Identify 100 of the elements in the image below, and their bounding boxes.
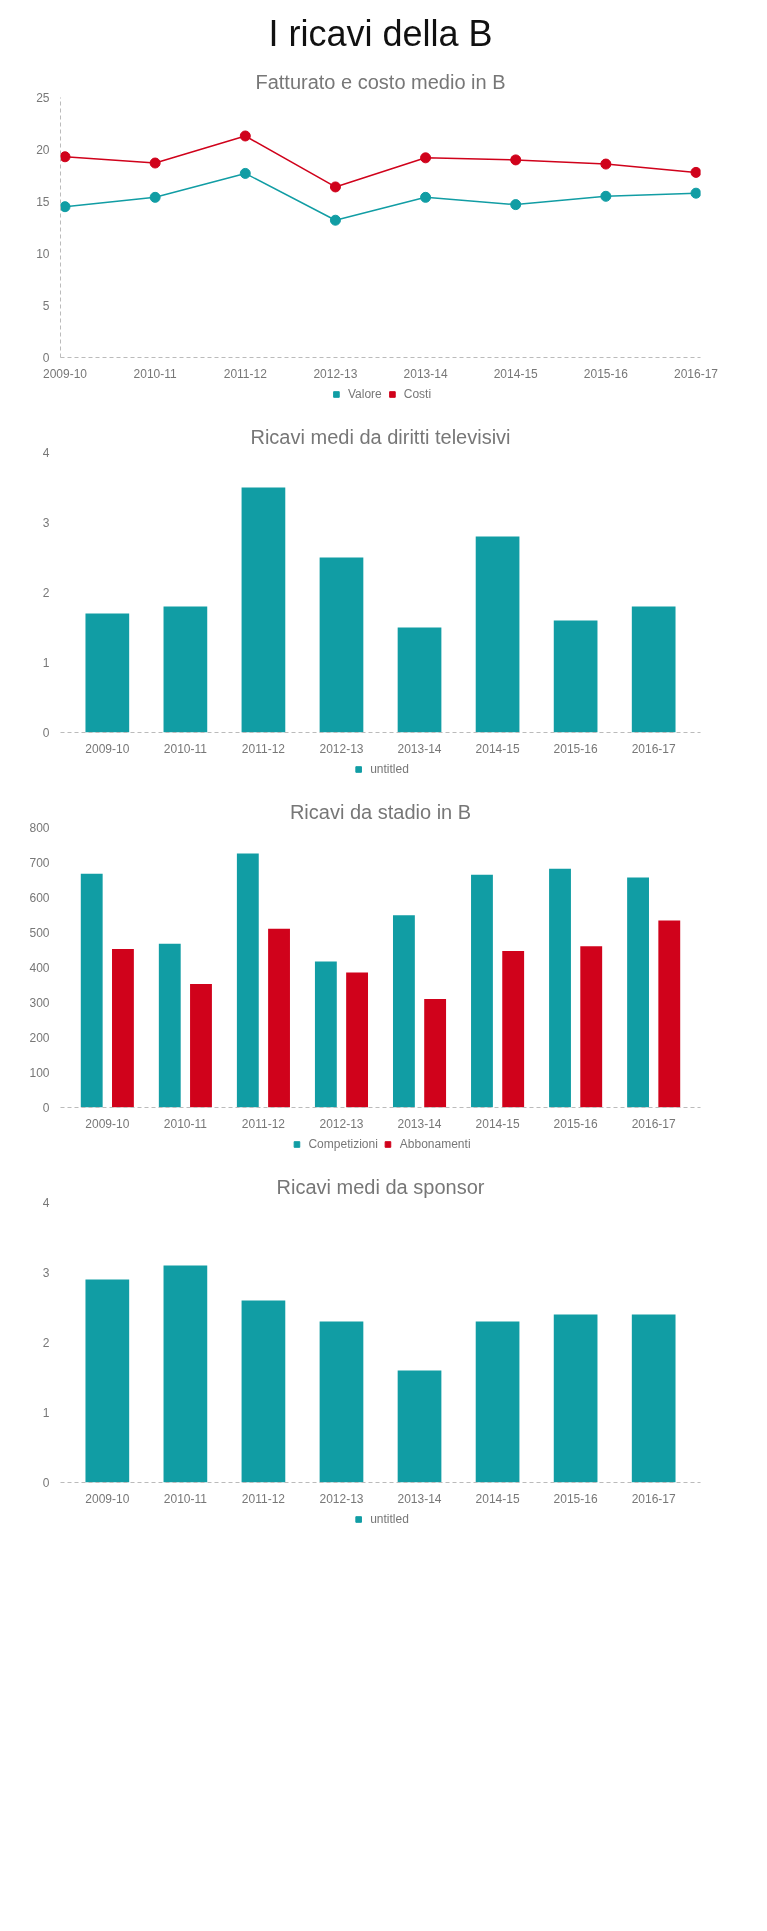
bar: [392, 915, 415, 1108]
bar: [631, 606, 676, 733]
bar: [268, 928, 290, 1108]
x-tick-label: 2014-15: [475, 1491, 520, 1506]
chart-title: Ricavi da stadio in B: [289, 800, 472, 823]
x-tick-label: 2011-12: [223, 366, 268, 381]
bar: [553, 620, 598, 733]
x-tick-label: 2010-11: [163, 741, 208, 756]
y-tick-label: 200: [29, 1031, 50, 1045]
bar: [627, 877, 649, 1108]
y-tick-label: 100: [29, 1066, 50, 1080]
x-tick-label: 2012-13: [319, 1116, 364, 1131]
y-tick-label: 800: [29, 821, 50, 835]
bar: [549, 868, 571, 1108]
bar: [158, 943, 181, 1108]
x-tick-label: 2009-10: [42, 366, 88, 381]
x-tick-label: 2016-17: [631, 1491, 677, 1506]
point: [600, 190, 612, 202]
x-tick-label: 2010-11: [133, 366, 178, 381]
y-tick-label: 10: [36, 247, 50, 261]
point: [329, 214, 341, 226]
x-tick-label: 2014-15: [475, 741, 520, 756]
y-tick-label: 0: [42, 1101, 50, 1115]
point: [690, 187, 701, 199]
x-tick-label: 2009-10: [85, 1116, 130, 1131]
x-tick-label: 2016-17: [673, 366, 719, 381]
x-tick-label: 2014-15: [493, 366, 539, 381]
bar: [319, 557, 364, 733]
x-tick-label: 2013-14: [403, 366, 448, 381]
point: [149, 191, 161, 203]
y-tick-label: 4: [42, 446, 50, 460]
bar: [112, 948, 134, 1108]
point: [60, 151, 71, 163]
bar: [236, 853, 259, 1108]
y-tick-label: 15: [36, 195, 50, 209]
point: [510, 199, 522, 211]
point: [690, 166, 701, 178]
y-tick-label: 3: [42, 1266, 50, 1280]
y-tick-label: 2: [42, 1336, 50, 1350]
point: [60, 201, 71, 213]
bar: [314, 961, 337, 1108]
x-tick-label: 2012-13: [319, 741, 364, 756]
x-tick-label: 2011-12: [241, 741, 286, 756]
bar: [424, 999, 447, 1108]
point: [329, 181, 341, 193]
bar: [85, 613, 130, 733]
bar: [163, 1265, 208, 1483]
y-tick-label: 3: [42, 516, 50, 530]
bar: [190, 983, 212, 1108]
x-tick-label: 2015-16: [553, 1491, 598, 1506]
legend-label: Valore: [347, 387, 382, 401]
point: [600, 158, 612, 170]
bar: [346, 972, 369, 1108]
bar: [85, 1279, 130, 1483]
bar: [502, 951, 525, 1108]
bar: [397, 1370, 442, 1483]
y-tick-label: 4: [42, 1196, 50, 1210]
x-tick-label: 2011-12: [241, 1491, 286, 1506]
chart-title: Ricavi medi da diritti televisivi: [250, 425, 511, 448]
bar: [397, 627, 442, 733]
x-tick-label: 2013-14: [397, 741, 442, 756]
x-tick-label: 2015-16: [583, 366, 629, 381]
x-tick-label: 2012-13: [313, 366, 358, 381]
x-tick-label: 2012-13: [319, 1491, 364, 1506]
point: [420, 152, 432, 164]
legend-label: untitled: [370, 1512, 409, 1526]
point: [239, 167, 251, 179]
x-tick-label: 2016-17: [631, 1116, 677, 1131]
bar: [580, 946, 603, 1108]
y-tick-label: 1: [42, 1406, 50, 1420]
y-tick-label: 0: [42, 1476, 50, 1490]
legend-label: Abbonamenti: [399, 1137, 471, 1151]
bar: [163, 606, 208, 733]
y-tick-label: 600: [29, 891, 50, 905]
x-tick-label: 2009-10: [85, 1491, 130, 1506]
point: [420, 191, 432, 203]
point: [149, 157, 161, 169]
y-tick-label: 2: [42, 586, 50, 600]
x-tick-label: 2013-14: [397, 1491, 442, 1506]
bar: [241, 1300, 286, 1483]
x-tick-label: 2010-11: [163, 1491, 208, 1506]
legend-label: Costi: [403, 387, 432, 401]
point: [239, 130, 251, 142]
x-tick-label: 2014-15: [475, 1116, 520, 1131]
y-tick-label: 300: [29, 996, 50, 1010]
legend-label: untitled: [370, 762, 409, 776]
y-tick-label: 400: [29, 961, 50, 975]
x-tick-label: 2009-10: [85, 741, 130, 756]
bar: [553, 1314, 598, 1483]
point: [510, 154, 522, 166]
x-tick-label: 2011-12: [241, 1116, 286, 1131]
bar: [475, 536, 520, 733]
chart-title: I ricavi della B: [268, 12, 493, 54]
chart-subtitle: Fatturato e costo medio in B: [255, 70, 506, 93]
y-tick-label: 25: [36, 91, 50, 105]
x-tick-label: 2015-16: [553, 741, 598, 756]
x-tick-label: 2015-16: [553, 1116, 598, 1131]
y-tick-label: 0: [42, 351, 50, 365]
bar: [80, 873, 103, 1108]
y-tick-label: 0: [42, 726, 50, 740]
